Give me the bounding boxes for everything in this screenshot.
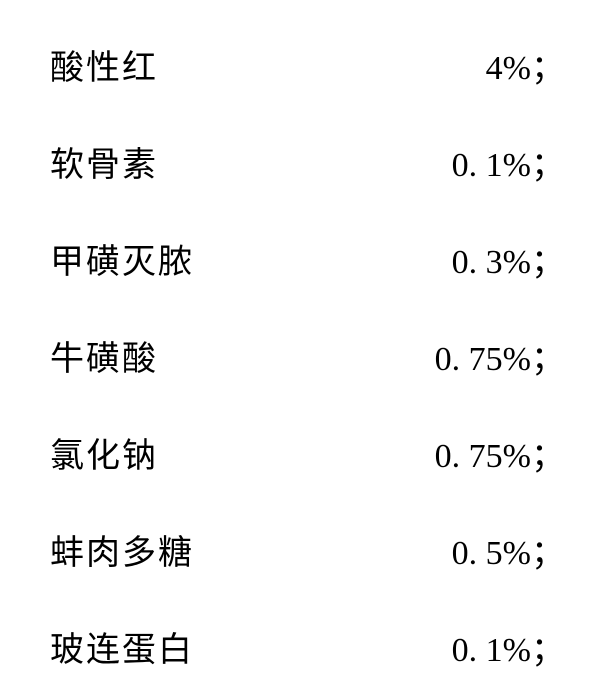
ingredient-label: 牛磺酸	[50, 331, 158, 380]
table-row: 玻连蛋白 0. 1%；	[50, 622, 565, 671]
ingredient-value: 0. 1%；	[452, 622, 565, 671]
ingredient-value: 0. 1%；	[452, 137, 565, 186]
table-row: 氯化钠 0. 75%；	[50, 428, 565, 477]
ingredient-value: 4%；	[486, 40, 565, 89]
ingredient-label: 软骨素	[50, 137, 158, 186]
ingredient-label: 甲磺灭脓	[50, 234, 194, 283]
table-row: 甲磺灭脓 0. 3%；	[50, 234, 565, 283]
ingredient-value: 0. 75%；	[435, 331, 565, 380]
ingredients-table: 酸性红 4%； 软骨素 0. 1%； 甲磺灭脓 0. 3%； 牛磺酸 0. 75…	[50, 40, 565, 671]
ingredient-value: 0. 5%；	[452, 525, 565, 574]
table-row: 蚌肉多糖 0. 5%；	[50, 525, 565, 574]
ingredient-value: 0. 3%；	[452, 234, 565, 283]
ingredient-label: 氯化钠	[50, 428, 158, 477]
ingredient-label: 玻连蛋白	[50, 622, 194, 671]
ingredient-value: 0. 75%；	[435, 428, 565, 477]
table-row: 牛磺酸 0. 75%；	[50, 331, 565, 380]
table-row: 酸性红 4%；	[50, 40, 565, 89]
ingredient-label: 蚌肉多糖	[50, 525, 194, 574]
ingredient-label: 酸性红	[50, 40, 158, 89]
table-row: 软骨素 0. 1%；	[50, 137, 565, 186]
